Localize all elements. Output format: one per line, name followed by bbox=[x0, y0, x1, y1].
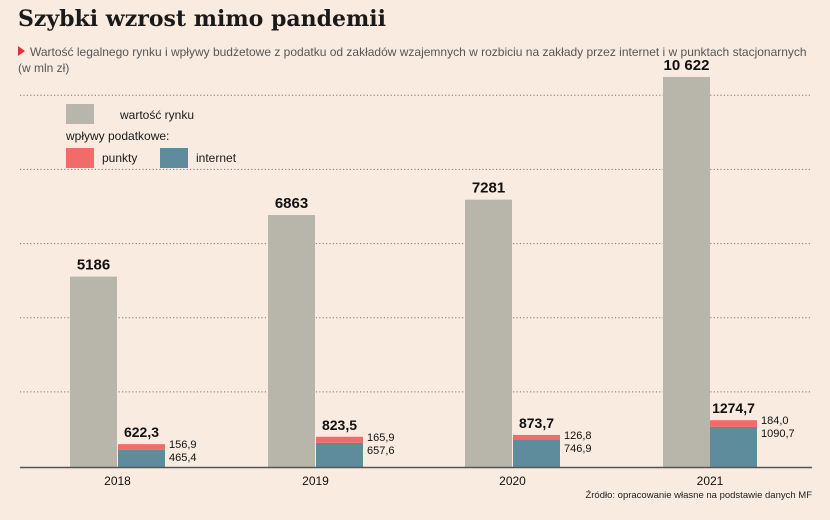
tax-total-label: 823,5 bbox=[322, 417, 357, 433]
market-value-label: 7281 bbox=[472, 180, 505, 197]
legend-swatch-points bbox=[66, 148, 94, 168]
chart-title: Szybki wzrost mimo pandemii bbox=[18, 6, 386, 32]
legend-label-points: punkty bbox=[102, 151, 138, 165]
tax-total-label: 873,7 bbox=[519, 415, 554, 431]
points-value-label: 156,9 bbox=[169, 439, 197, 451]
internet-value-label: 746,9 bbox=[564, 443, 592, 455]
market-bar bbox=[465, 199, 512, 467]
internet-value-label: 465,4 bbox=[169, 452, 197, 464]
points-value-label: 165,9 bbox=[367, 432, 395, 444]
points-bar bbox=[513, 434, 560, 440]
x-tick-label: 2020 bbox=[499, 474, 526, 488]
market-value-label: 5186 bbox=[77, 257, 110, 274]
internet-bar bbox=[118, 449, 165, 467]
internet-bar bbox=[710, 426, 757, 467]
subtitle-text: Wartość legalnego rynku i wpływy budżeto… bbox=[30, 45, 807, 59]
tax-total-label: 1274,7 bbox=[712, 400, 755, 416]
subtitle-unit: (w mln zł) bbox=[18, 61, 70, 75]
market-bar bbox=[268, 215, 315, 467]
points-bar bbox=[118, 444, 165, 450]
legend-tax-header: wpływy podatkowe: bbox=[66, 129, 170, 143]
points-value-label: 126,8 bbox=[564, 430, 592, 442]
points-value-label: 184,0 bbox=[761, 415, 789, 427]
chart-subtitle: Wartość legalnego rynku i wpływy budżeto… bbox=[18, 44, 818, 76]
points-bar bbox=[710, 420, 757, 427]
market-bar bbox=[70, 276, 117, 467]
x-tick-label: 2019 bbox=[302, 474, 329, 488]
internet-value-label: 657,6 bbox=[367, 445, 395, 457]
red-triangle-icon bbox=[18, 46, 25, 56]
points-bar bbox=[316, 436, 363, 443]
market-value-label: 10 622 bbox=[664, 57, 710, 74]
tax-total-label: 622,3 bbox=[124, 424, 159, 440]
internet-value-label: 1090,7 bbox=[761, 428, 795, 440]
x-tick-label: 2021 bbox=[697, 474, 724, 488]
legend-label-market: wartość rynku bbox=[120, 108, 195, 122]
legend-swatch-internet bbox=[160, 148, 188, 168]
legend-label-internet: internet bbox=[196, 151, 237, 165]
market-bar bbox=[663, 77, 710, 467]
internet-bar bbox=[513, 439, 560, 467]
x-tick-label: 2018 bbox=[104, 474, 131, 488]
legend-swatch-market bbox=[66, 104, 94, 124]
source-note: Źródło: opracowanie własne na podstawie … bbox=[585, 490, 812, 501]
internet-bar bbox=[316, 442, 363, 467]
market-value-label: 6863 bbox=[275, 195, 308, 212]
